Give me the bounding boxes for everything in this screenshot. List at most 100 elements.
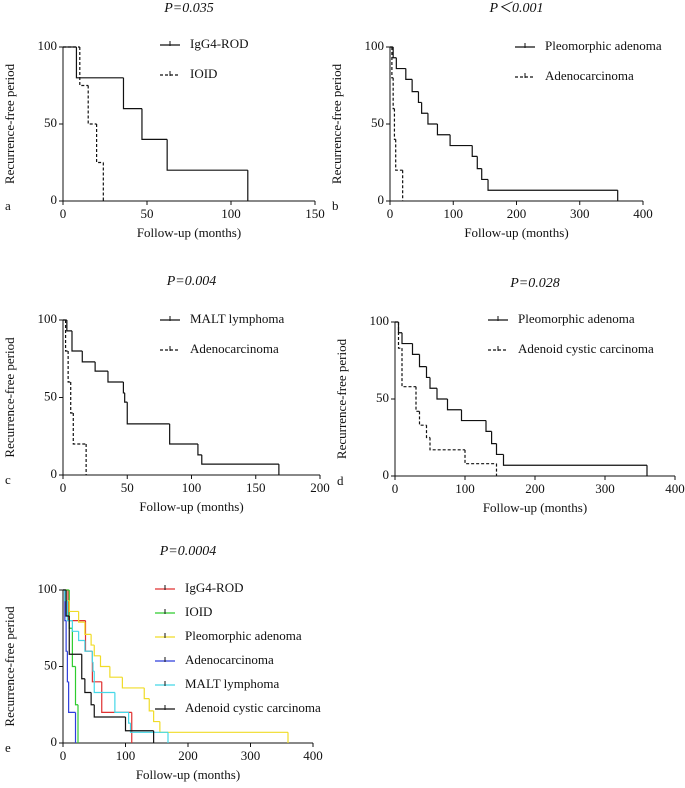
x-axis-label: Follow-up (months): [137, 225, 241, 240]
x-axis-label: Follow-up (months): [136, 767, 240, 782]
survival-step: [502, 454, 647, 466]
survival-step: [417, 91, 422, 104]
y-tick-label: 50: [376, 390, 389, 405]
x-tick-label: 300: [570, 206, 590, 221]
x-tick-label: 200: [310, 480, 330, 495]
survival-step: [159, 721, 288, 733]
panel-label: c: [5, 472, 11, 487]
survival-step: [143, 687, 150, 700]
survival-step: [64, 320, 69, 352]
survival-step: [84, 678, 92, 694]
survival-step: [93, 645, 101, 657]
chart-title: P＜0.001: [488, 1, 543, 16]
legend-label: IgG4-ROD: [190, 36, 249, 51]
survival-step: [471, 145, 478, 157]
survival-step: [429, 377, 437, 389]
survival-step: [71, 628, 76, 668]
survival-step: [87, 85, 97, 125]
legend-label: IOID: [190, 66, 217, 81]
x-tick-label: 100: [221, 206, 241, 221]
y-axis-label: Recurrence-free period: [2, 606, 17, 727]
survival-step: [421, 102, 428, 114]
survival-step: [129, 723, 168, 733]
x-tick-label: 300: [241, 748, 261, 763]
legend-label: Pleomorphic adenoma: [545, 38, 662, 53]
survival-step: [93, 671, 115, 694]
survival-step: [122, 77, 142, 110]
y-tick-label: 0: [383, 467, 390, 482]
x-tick-label: 400: [633, 206, 653, 221]
panel-label: b: [332, 198, 339, 213]
x-tick-label: 100: [182, 480, 202, 495]
survival-step: [107, 371, 124, 383]
survival-step: [122, 382, 125, 394]
legend-label: Adenocarcinoma: [545, 68, 634, 83]
y-axis-label: Recurrence-free period: [2, 337, 17, 458]
survival-step: [71, 330, 83, 352]
survival-step: [66, 320, 72, 332]
survival-step: [70, 382, 74, 414]
legend-label: Adenocarcinoma: [185, 652, 274, 667]
survival-step: [84, 622, 92, 635]
x-tick-label: 0: [392, 481, 399, 496]
survival-step: [464, 449, 497, 465]
survival-step: [141, 108, 168, 140]
survival-step: [96, 124, 104, 164]
survival-step: [487, 179, 618, 191]
x-tick-label: 0: [60, 480, 67, 495]
survival-step: [66, 600, 73, 622]
survival-step: [460, 409, 486, 422]
legend-label: IOID: [185, 604, 212, 619]
survival-step: [411, 79, 419, 93]
survival-step: [392, 47, 397, 59]
legend-label: Pleomorphic adenoma: [185, 628, 302, 643]
y-tick-label: 0: [51, 734, 58, 749]
survival-step: [418, 411, 427, 426]
chart-title: P=0.028: [509, 276, 560, 291]
survival-step: [427, 113, 438, 125]
survival-step: [114, 692, 129, 713]
survival-step: [94, 361, 108, 372]
y-axis-label: Recurrence-free period: [2, 63, 17, 184]
survival-step: [66, 651, 69, 683]
survival-step: [68, 616, 82, 655]
survival-step: [93, 704, 126, 718]
chart-title: P=0.004: [166, 274, 217, 289]
y-tick-label: 50: [44, 115, 57, 130]
x-tick-label: 400: [303, 748, 323, 763]
y-tick-label: 100: [38, 581, 58, 596]
survival-step: [397, 322, 402, 349]
x-tick-label: 0: [60, 748, 67, 763]
survival-step: [153, 710, 160, 723]
survival-step: [395, 57, 406, 70]
survival-step: [78, 631, 85, 642]
x-tick-label: 300: [595, 481, 615, 496]
survival-step: [99, 655, 110, 668]
panel-label: a: [5, 198, 11, 213]
survival-step: [109, 666, 123, 678]
survival-step: [411, 343, 420, 355]
survival-step: [197, 444, 202, 456]
survival-step: [201, 454, 279, 465]
survival-step: [436, 124, 451, 136]
survival-step: [65, 590, 70, 617]
y-tick-label: 0: [51, 466, 58, 481]
survival-step: [101, 681, 132, 713]
x-axis-label: Follow-up (months): [139, 499, 243, 514]
x-axis-label: Follow-up (months): [483, 500, 587, 515]
survival-step: [67, 351, 71, 383]
chart-title: P=0.0004: [159, 544, 217, 559]
legend-label: Adenoid cystic carcinoma: [185, 700, 321, 715]
survival-step: [401, 348, 416, 388]
legend-label: MALT lymphoma: [185, 676, 279, 691]
survival-step: [415, 386, 420, 412]
legend-label: MALT lymphoma: [190, 311, 284, 326]
survival-step: [166, 139, 248, 171]
y-tick-label: 0: [378, 192, 385, 207]
x-axis-label: Follow-up (months): [464, 225, 568, 240]
survival-step: [65, 620, 68, 652]
y-tick-label: 100: [365, 38, 385, 53]
survival-step: [405, 68, 413, 80]
